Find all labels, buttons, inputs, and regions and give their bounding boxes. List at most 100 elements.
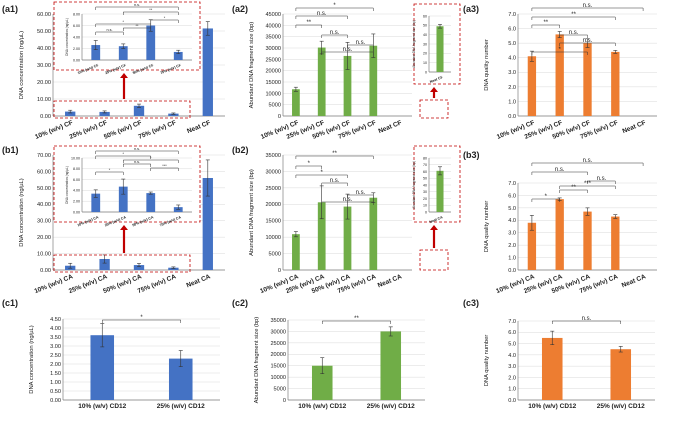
y-tick-label: 4.0	[508, 353, 516, 359]
y-tick-label: 0.0	[508, 398, 516, 404]
x-tick-label: 75% (w/v) CA	[137, 273, 178, 295]
bar	[436, 26, 444, 72]
significance-bracket	[531, 7, 644, 11]
y-tick-label: 8.00	[73, 167, 80, 171]
y-tick-label: 30000	[270, 329, 286, 335]
panel-label: (b3)	[463, 150, 480, 160]
bar	[202, 28, 213, 117]
significance-bracket	[95, 23, 151, 27]
significance-label: n.s.	[582, 316, 592, 322]
y-tick-label: 25000	[265, 57, 281, 63]
bar	[146, 193, 156, 212]
significance-label: n.s.	[356, 190, 366, 196]
y-tick-label: 3.0	[508, 70, 516, 76]
y-tick-label: 0.00	[50, 398, 61, 404]
y-tick-label: 0	[278, 268, 281, 274]
y-tick-label: 25000	[265, 186, 281, 192]
y-tick-label: 0.00	[40, 114, 51, 120]
bar	[611, 51, 620, 117]
y-tick-label: 7.0	[508, 181, 516, 187]
y-tick-label: 1.0	[508, 387, 516, 393]
y-tick-label: 4.0	[508, 56, 516, 62]
y-tick-label: 0.0	[508, 268, 516, 274]
y-axis-label: DNA quality number	[484, 201, 490, 253]
significance-bracket	[347, 44, 374, 48]
panel-label: (b2)	[232, 145, 249, 155]
significance-label: n.s.	[569, 30, 579, 36]
significance-label: **	[306, 20, 311, 26]
significance-bracket	[95, 150, 179, 154]
significance-label: *	[333, 3, 336, 9]
y-tick-label: 70	[423, 163, 427, 167]
significance-label: *	[123, 152, 125, 156]
significance-label: **	[136, 24, 139, 28]
significance-bracket	[347, 194, 374, 198]
y-tick-label: 15000	[265, 80, 281, 86]
y-tick-label: 2.00	[50, 362, 61, 368]
y-axis-label: DNA quality number	[484, 335, 490, 387]
y-tick-label: 0	[425, 70, 427, 74]
significance-bracket	[552, 320, 621, 324]
y-tick-label: 60.00	[37, 12, 51, 18]
significance-bracket	[531, 16, 616, 20]
y-tick-label: 4.00	[50, 326, 61, 332]
zoom-arrowhead	[430, 87, 438, 92]
y-axis-label: DNA concentration (ng/µL)	[19, 31, 25, 99]
y-tick-label: 3.00	[50, 344, 61, 350]
y-tick-label: 0	[425, 210, 427, 214]
bar	[317, 47, 326, 117]
y-tick-label: 50.00	[37, 186, 51, 192]
significance-bracket	[322, 320, 391, 324]
y-tick-label: 3.0	[508, 364, 516, 370]
significance-label: **	[354, 316, 359, 322]
y-tick-label: 25000	[270, 341, 286, 347]
y-tick-label: 2.00	[73, 47, 80, 51]
significance-bracket	[559, 34, 588, 38]
panel-label: (c2)	[232, 298, 248, 308]
significance-bracket	[95, 171, 124, 175]
significance-label: n.s.	[330, 30, 340, 36]
significance-label: ***	[162, 164, 167, 168]
y-tick-label: 10	[423, 204, 427, 208]
bar	[369, 197, 378, 270]
y-tick-label: 35000	[265, 153, 281, 159]
zoom-arrowhead	[120, 73, 128, 78]
y-tick-label: 20.00	[37, 80, 51, 86]
bar	[527, 222, 537, 270]
significance-label: n.s.	[597, 176, 607, 182]
y-axis-label: Abundant DNA fragment size (bp)	[249, 22, 255, 109]
y-tick-label: 30000	[265, 46, 281, 52]
bar	[118, 186, 128, 212]
significance-label: n.s.	[134, 3, 140, 7]
x-tick-label: Neat CA	[185, 273, 211, 289]
significance-label: n.s.	[583, 158, 593, 164]
y-tick-label: 10	[423, 61, 427, 65]
zoom-region	[419, 249, 449, 271]
y-tick-label: 10000	[265, 91, 281, 97]
x-tick-label: Neat CF	[429, 75, 444, 84]
y-tick-label: 6.0	[508, 193, 516, 199]
y-tick-label: 1.00	[50, 380, 61, 386]
y-tick-label: 40	[423, 183, 427, 187]
bar	[343, 55, 352, 116]
bar	[583, 211, 592, 270]
significance-bracket	[531, 198, 560, 202]
significance-bracket	[95, 155, 151, 159]
y-tick-label: 60	[423, 170, 427, 174]
y-axis-label: DNA quality number	[484, 39, 490, 91]
bar	[168, 358, 193, 400]
significance-label: **	[149, 8, 152, 12]
zoom-arrowhead	[120, 225, 128, 230]
chart-b1: (b1) 0.00 10.00 20.00 30.00 40.00 50.00 60.00 70…	[2, 145, 225, 295]
x-tick-label: 25% (w/v) CD12	[157, 403, 205, 410]
panel-label: (b1)	[2, 145, 19, 155]
bar	[90, 335, 115, 400]
y-tick-label: 20	[423, 52, 427, 56]
y-tick-label: 2.0	[508, 85, 516, 91]
y-tick-label: 30.00	[37, 219, 51, 225]
significance-bracket	[321, 34, 348, 38]
x-tick-label: 50% (w/v) CF	[103, 119, 143, 141]
y-axis-label: DNA concentration (ng/µL)	[19, 178, 25, 246]
y-tick-label: 2.00	[73, 199, 80, 203]
